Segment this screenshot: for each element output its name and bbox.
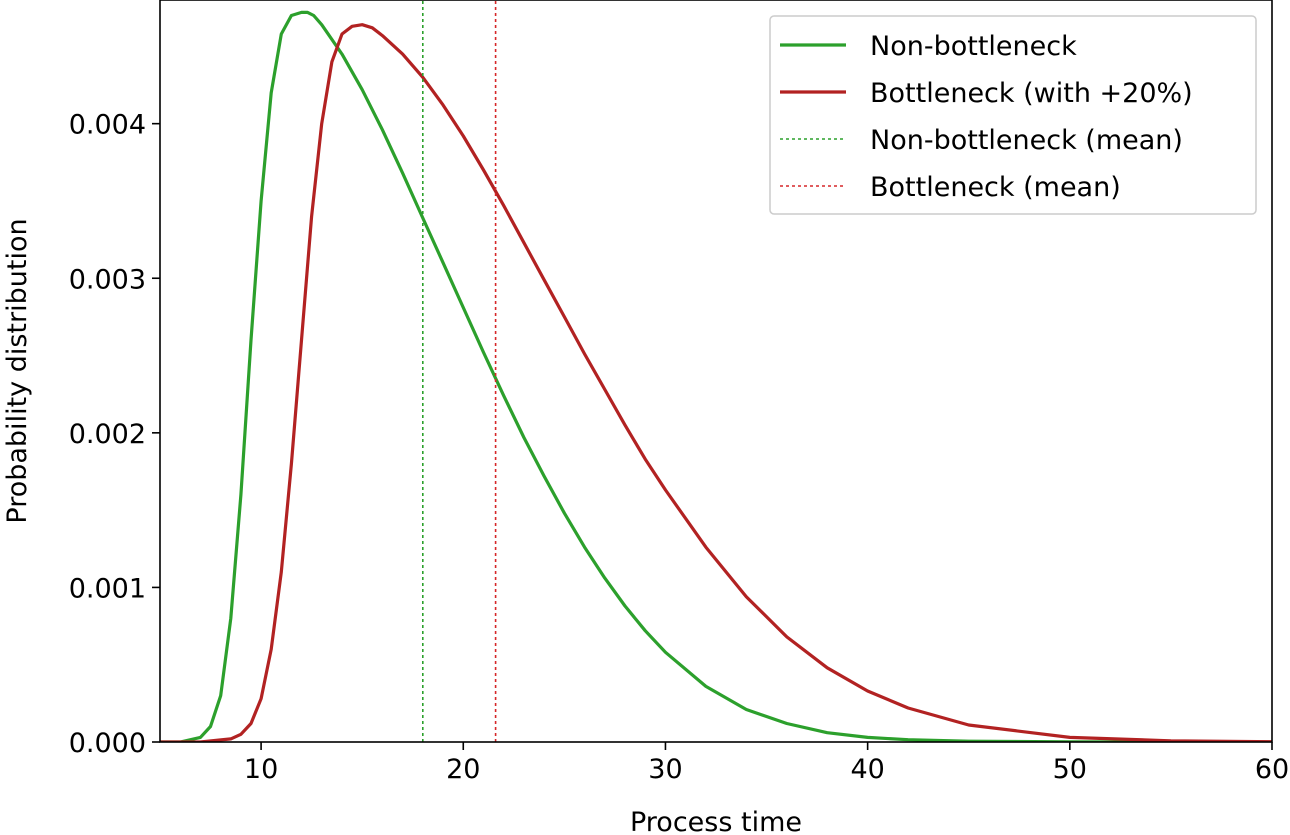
legend: Non-bottleneck Bottleneck (with +20%) Non-… [769,15,1257,215]
plot-area [160,0,1272,742]
x-tick-label: 10 [244,754,278,785]
legend-box [769,15,1257,215]
x-tick-label: 50 [1053,754,1087,785]
legend-label-1: Non-bottleneck [870,31,1077,62]
series-line-1 [160,10,1272,742]
legend-label-3: Non-bottleneck (mean) [870,125,1183,156]
y-tick-label: 0.003 [69,264,146,295]
legend-label-4: Bottleneck (mean) [870,172,1121,203]
y-tick-label: 0.001 [69,573,146,604]
x-tick-label: 20 [446,754,480,785]
x-axis-label: Process time [630,807,802,835]
axes-frame [159,0,1273,743]
x-tick-label: 30 [648,754,682,785]
legend-label-2: Bottleneck (with +20%) [870,78,1193,109]
x-tick-label: 40 [850,754,884,785]
y-axis-label: Probability distribution [2,218,33,523]
axes: 10 20 30 40 50 60 0.000 0.001 0.002 0.003 0.004 [69,0,1289,785]
y-tick-label: 0.002 [69,419,146,450]
y-tick-label: 0.004 [69,110,146,141]
x-tick-label: 60 [1255,754,1289,785]
y-tick-label: 0.000 [69,728,146,759]
series-line-2 [160,23,1272,742]
